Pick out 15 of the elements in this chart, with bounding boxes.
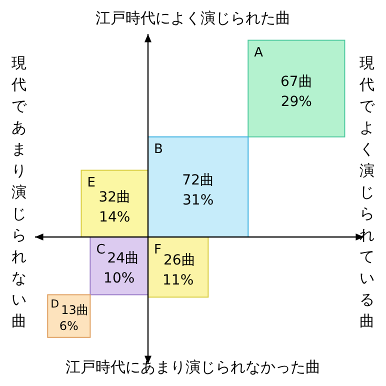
category-label: D: [50, 298, 60, 311]
category-label: A: [254, 46, 264, 61]
data-label: 67曲 29%: [280, 74, 312, 110]
data-label: 72曲 31%: [182, 172, 214, 209]
category-label: F: [154, 242, 162, 258]
data-label: 13曲 6%: [59, 303, 88, 334]
data-label: 26曲 11%: [162, 252, 196, 289]
category-label: E: [87, 176, 96, 191]
text: 江戸時代によく演じられた曲: [96, 8, 290, 27]
category-label: B: [154, 142, 163, 158]
text: 現代であまり演じられない曲: [12, 54, 26, 330]
data-label: 32曲 14%: [98, 189, 131, 226]
category-label: C: [96, 242, 106, 258]
text: 江戸時代にあまり演じられなかった曲: [66, 358, 320, 376]
data-label: 24曲 10%: [104, 250, 140, 287]
